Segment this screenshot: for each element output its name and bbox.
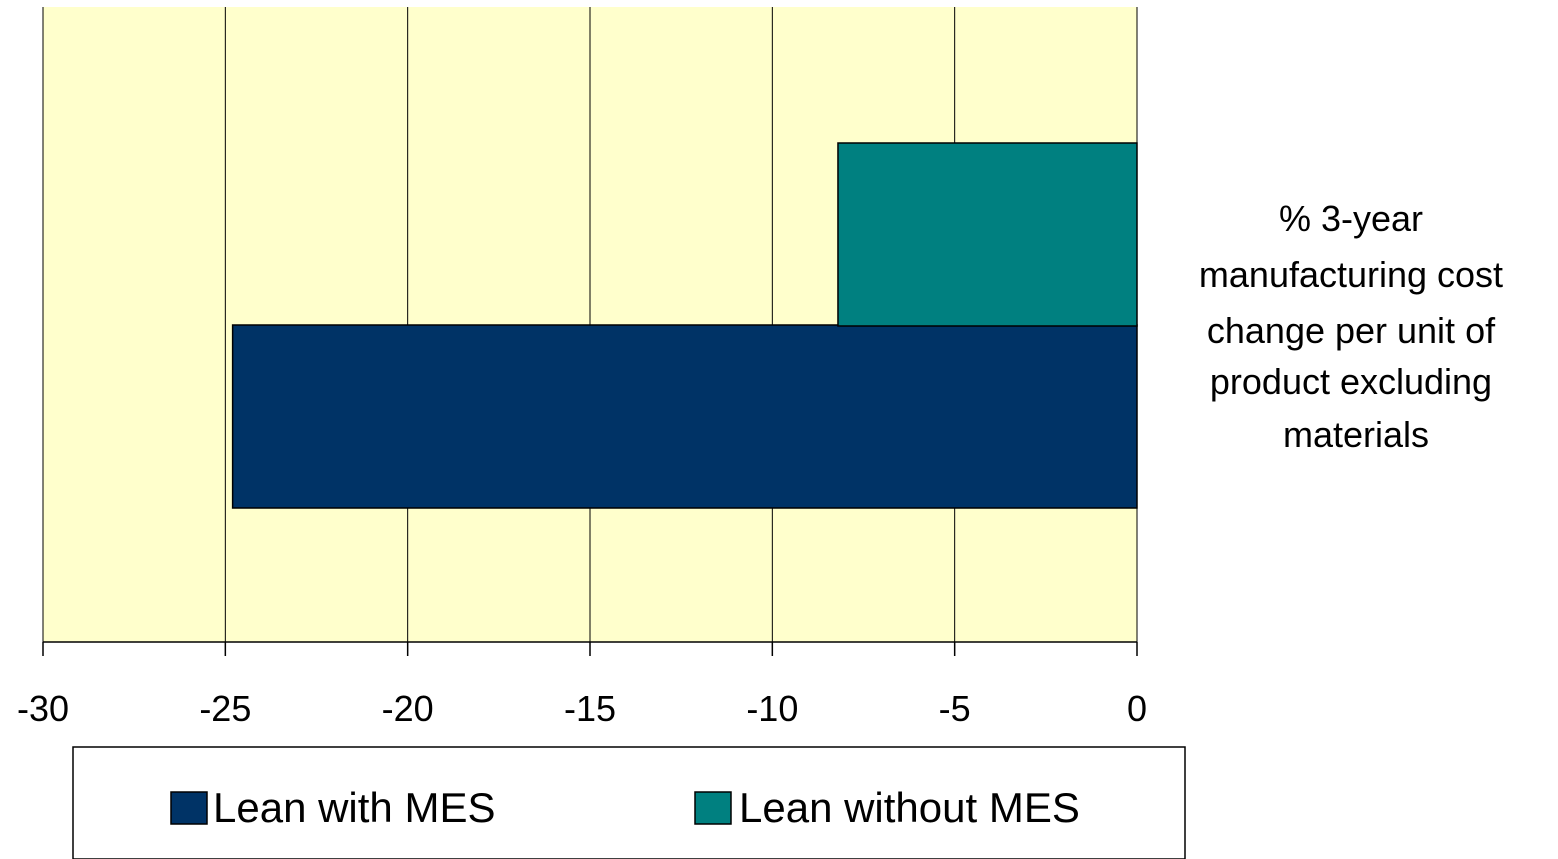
bar-lean-with-mes	[231, 324, 1138, 509]
legend: Lean with MES Lean without MES	[72, 746, 1186, 859]
side-label-line: manufacturing cost	[1199, 254, 1503, 295]
bar-lean-without-mes	[837, 142, 1138, 327]
legend-swatch-lean-with-mes	[170, 791, 208, 825]
x-tick-label: -30	[17, 688, 69, 729]
side-label-line: product excluding	[1210, 361, 1492, 402]
side-label-line: change per unit of	[1207, 310, 1496, 351]
x-tick-label: -20	[382, 688, 434, 729]
x-tick-label: -5	[939, 688, 971, 729]
side-label: % 3-year manufacturing cost change per u…	[1199, 198, 1513, 455]
legend-label-lean-with-mes: Lean with MES	[213, 784, 495, 831]
x-axis-ticks: -30 -25 -20 -15 -10 -5 0	[17, 642, 1147, 729]
bars	[231, 142, 1138, 509]
x-tick-label: -25	[199, 688, 251, 729]
x-tick-label: -10	[746, 688, 798, 729]
side-label-line: % 3-year	[1279, 198, 1423, 239]
x-tick-label: -15	[564, 688, 616, 729]
x-tick-label: 0	[1127, 688, 1147, 729]
legend-label-lean-without-mes: Lean without MES	[739, 784, 1080, 831]
legend-swatch-lean-without-mes	[694, 791, 732, 825]
side-label-line: materials	[1283, 414, 1429, 455]
legend-box	[72, 746, 1186, 859]
